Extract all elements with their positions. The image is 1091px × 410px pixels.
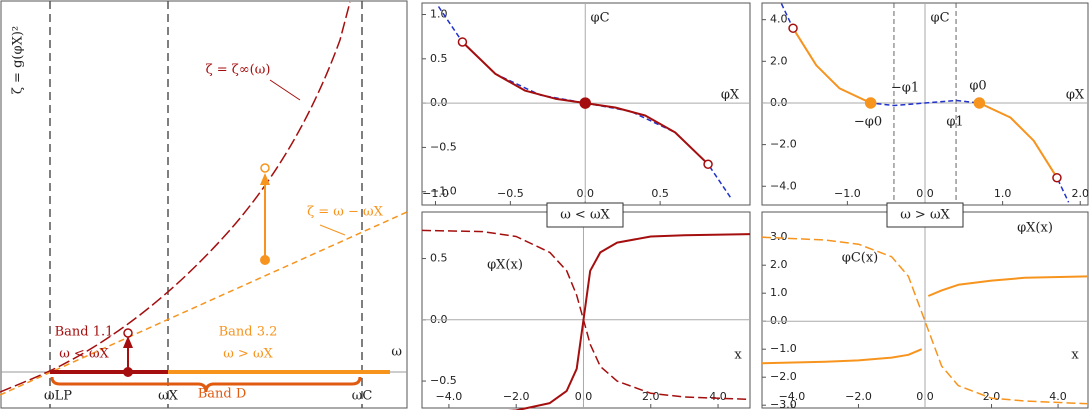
series-line	[792, 27, 872, 104]
y-tick-label: 3.0	[770, 230, 788, 243]
x-label: ω	[391, 345, 402, 360]
annotation: −φ1	[891, 81, 919, 96]
annotation: φ0	[969, 79, 986, 94]
marker	[457, 37, 468, 47]
point	[260, 163, 270, 173]
curve-label: ζ = ζ∞(ω)	[206, 63, 271, 78]
y-tick-label: −2.0	[770, 138, 797, 151]
panel: −4.0 −2.0 0.0 2.0 4.0−0.50.00.5 φX(x)x	[421, 211, 751, 410]
x-label: x	[734, 348, 742, 363]
y-tick-label: 1.0	[430, 8, 448, 21]
x-tick-label: 2.0	[983, 390, 1001, 403]
series-line	[761, 236, 1089, 405]
annotation: −φ0	[854, 115, 882, 130]
point	[123, 367, 133, 377]
series-line	[761, 275, 1089, 365]
band-label: Band 3.2	[219, 325, 278, 340]
x-tick-label: 2.0	[642, 390, 660, 403]
x-tick-label: ωC	[352, 389, 373, 404]
caption-box	[886, 202, 964, 228]
x-tick-label: −1.0	[422, 187, 449, 200]
frame	[0, 0, 408, 409]
caption: ω > ωX	[900, 208, 950, 223]
point	[123, 328, 133, 338]
zeta-line	[0, 211, 408, 396]
y-tick-label: −3.0	[770, 398, 797, 410]
y-tick-label: 2.0	[770, 258, 788, 271]
x-label: x	[1071, 348, 1079, 363]
series-line	[421, 229, 751, 401]
marker	[788, 23, 798, 33]
x-tick-label: −0.5	[497, 187, 524, 200]
y-tick-label: 2.0	[770, 54, 788, 67]
panel: −4.0 −2.0 0.0 2.0 4.0−3.0−2.0−1.00.01.02.03.…	[761, 211, 1089, 410]
band-label: Band D	[198, 387, 247, 402]
caption-box	[546, 202, 624, 228]
marker	[1052, 172, 1062, 183]
y-tick-label: −0.5	[430, 374, 457, 387]
zeta-inf-curve	[0, 1, 351, 393]
band-label: Band 1.1	[55, 325, 114, 340]
x-tick-label: ωLP	[44, 389, 72, 404]
x-tick-label: 4.0	[1049, 390, 1067, 403]
marker	[973, 97, 986, 109]
y-tick-label: 4.0	[770, 13, 788, 26]
x-tick-label: 4.0	[709, 390, 727, 403]
series-line	[978, 102, 1058, 179]
x-tick-label: 2.0	[1071, 187, 1089, 200]
y-tick-label: −0.5	[430, 140, 457, 153]
x-tick-label: −4.0	[779, 390, 806, 403]
x-tick-label: −2.0	[503, 390, 530, 403]
y-tick-label: 0.5	[430, 52, 448, 65]
panel: −1.0 0.0 1.0 2.0−4.0−2.00.02.04.0−φ1−φ0φ0φ1…	[761, 2, 1089, 206]
series-label: φC(x)	[842, 251, 879, 266]
band-label: ω < ωX	[59, 347, 109, 362]
arrow-head	[260, 173, 270, 185]
marker	[864, 97, 877, 109]
y-tick-label: 0.5	[430, 252, 448, 265]
x-tick-label: −1.0	[834, 187, 861, 200]
y-label: φC	[590, 11, 609, 26]
x-tick-label: −2.0	[845, 390, 872, 403]
y-tick-label: −2.0	[770, 370, 797, 383]
y-tick-label: −1.0	[770, 342, 797, 355]
arrow-head	[123, 336, 133, 348]
y-tick-label: 1.0	[770, 286, 788, 299]
series-line	[508, 233, 751, 410]
series-label: φX(x)	[487, 258, 523, 273]
band-label: ω > ωX	[223, 347, 273, 362]
panel-a: ζ = g(φX)² ω ζ = ζ∞(ω) ζ = ω − ωX Band 1…	[0, 0, 408, 409]
x-tick-label: −4.0	[436, 390, 463, 403]
x-label: φX	[721, 88, 740, 103]
x-tick-label: ωX	[158, 389, 179, 404]
y-label: ζ = g(φX)²	[11, 26, 26, 94]
point	[260, 255, 270, 265]
curve-label: ζ = ω − ωX	[307, 205, 384, 220]
annotation: φ1	[946, 115, 963, 130]
x-tick-label: 1.0	[994, 187, 1012, 200]
caption: ω < ωX	[560, 208, 610, 223]
y-label: φC	[930, 11, 949, 26]
x-label: φX	[1066, 88, 1085, 103]
y-tick-label: −1.0	[430, 185, 457, 198]
series-label: φX(x)	[1017, 221, 1053, 236]
pointer	[269, 79, 301, 101]
y-tick-label: −4.0	[770, 179, 797, 192]
frame	[421, 211, 751, 409]
marker	[579, 97, 592, 109]
marker	[703, 159, 713, 169]
pointer	[319, 224, 346, 236]
x-tick-label: 0.5	[651, 187, 669, 200]
brace	[50, 376, 362, 393]
